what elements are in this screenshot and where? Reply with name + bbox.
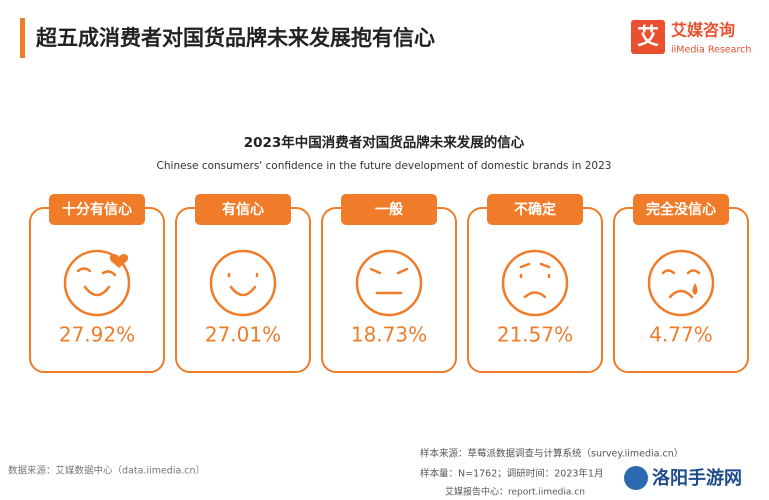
- face: [63, 249, 131, 317]
- watermark: 洛阳手游网: [652, 467, 742, 489]
- face-feature: [519, 262, 531, 269]
- card: 一般 18.73%: [321, 194, 457, 373]
- card-label-bg: [49, 194, 145, 225]
- card-label-bg: [633, 194, 729, 225]
- face-feature: [686, 269, 701, 275]
- sample-size: 样本量：N=1762；调研时间：2023年1月: [420, 468, 603, 480]
- face-feature: [369, 267, 382, 275]
- card: 完全没信心 4.77%: [613, 194, 749, 373]
- title-bar: [20, 18, 25, 58]
- face-feature: [539, 262, 551, 269]
- face: [355, 249, 423, 317]
- card-label: 不确定: [514, 201, 556, 218]
- sample-source: 样本来源：草莓派数据调查与计算系统（survey.iimedia.cn）: [420, 448, 683, 460]
- card: 不确定 21.57%: [467, 194, 603, 373]
- face-feature: [83, 285, 111, 297]
- face: [501, 249, 569, 317]
- card: 十分有信心 27.92%: [29, 194, 165, 373]
- logo-mark: 艾: [637, 25, 659, 50]
- value-label: 27.01%: [205, 323, 281, 347]
- face-feature: [229, 285, 257, 297]
- card-label-bg: [195, 194, 291, 225]
- value-label: 18.73%: [351, 323, 427, 347]
- card: 有信心 27.01%: [175, 194, 311, 373]
- page-title: 超五成消费者对国货品牌未来发展抱有信心: [36, 26, 435, 50]
- logo-sub: iiMedia Research: [671, 45, 751, 56]
- logo-box: [631, 20, 665, 54]
- face: [647, 249, 715, 317]
- card-label: 完全没信心: [646, 201, 716, 218]
- tear: [692, 283, 698, 295]
- card-label: 十分有信心: [62, 201, 132, 218]
- value-label: 27.92%: [59, 323, 135, 347]
- value-label: 4.77%: [649, 323, 713, 347]
- data-source: 数据来源：艾媒数据中心（data.iimedia.cn）: [8, 465, 205, 477]
- value-label: 21.57%: [497, 323, 573, 347]
- watermark-bg: [622, 462, 764, 494]
- face: [209, 249, 277, 317]
- report-center: 艾媒报告中心：report.iimedia.cn: [445, 486, 585, 498]
- watermark-icon: [624, 466, 648, 490]
- logo-name: 艾媒咨询: [671, 21, 735, 40]
- card-label: 一般: [375, 201, 403, 218]
- cards: 十分有信心 27.92% 有信心 27.01% 一般 18.73% 不确定 21.57% 完全没…: [29, 194, 749, 373]
- face-feature: [523, 291, 547, 299]
- face-feature: [396, 267, 409, 275]
- heart: [109, 254, 129, 268]
- face-feature: [76, 267, 92, 273]
- chart-title: 2023年中国消费者对国货品牌未来发展的信心: [244, 134, 525, 151]
- card-label-bg: [487, 194, 583, 225]
- face-feature: [661, 269, 676, 275]
- face-feature: [668, 289, 694, 299]
- card-label-bg: [341, 194, 437, 225]
- chart-subtitle: Chinese consumers' confidence in the fut…: [157, 160, 612, 172]
- face-feature: [101, 270, 117, 277]
- card-label: 有信心: [222, 201, 264, 218]
